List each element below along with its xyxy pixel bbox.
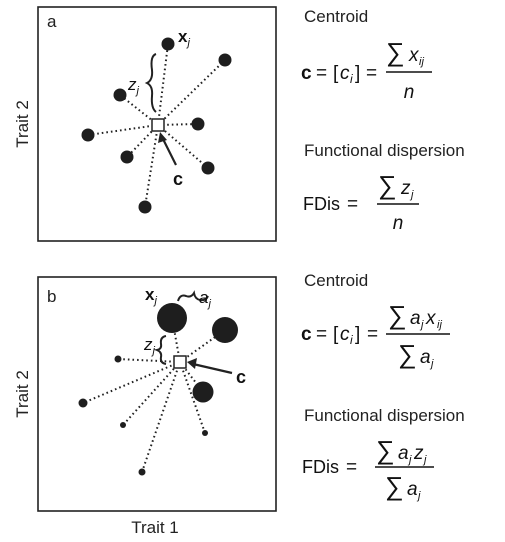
panel-a-y-axis-title: Trait 2 bbox=[13, 100, 32, 148]
svg-text:a: a bbox=[420, 347, 431, 368]
species-point bbox=[161, 37, 175, 51]
svg-text:j: j bbox=[416, 490, 421, 502]
svg-text:z: z bbox=[413, 443, 424, 464]
panel-a-points bbox=[81, 37, 232, 214]
svg-text:∑: ∑ bbox=[385, 471, 404, 501]
centroid-label: c bbox=[236, 367, 246, 387]
species-point bbox=[157, 303, 187, 333]
svg-text:]: ] bbox=[355, 63, 360, 84]
svg-text:z: z bbox=[400, 178, 411, 199]
svg-text:=: = bbox=[316, 63, 327, 84]
species-point bbox=[81, 128, 95, 142]
centroid-arrow bbox=[192, 362, 233, 375]
svg-text:FDis: FDis bbox=[302, 457, 339, 477]
species-point bbox=[138, 468, 146, 476]
svg-text:=: = bbox=[347, 194, 358, 215]
svg-text:j: j bbox=[409, 189, 414, 201]
fdis-heading: Functional dispersion bbox=[304, 141, 465, 160]
svg-text:∑: ∑ bbox=[398, 339, 417, 369]
distance-label: zj bbox=[143, 335, 156, 357]
distance-label: zj bbox=[127, 75, 140, 97]
svg-text:∑: ∑ bbox=[388, 300, 407, 330]
species-point bbox=[201, 161, 215, 175]
panel-b-points bbox=[78, 303, 238, 476]
panel-b-y-axis-title: Trait 2 bbox=[13, 370, 32, 418]
panel-a-frame bbox=[37, 6, 277, 242]
fdis-formula-a: FDis = ∑ z j n bbox=[303, 170, 419, 234]
abundance-brace bbox=[177, 290, 209, 302]
svg-text:∑: ∑ bbox=[378, 170, 397, 200]
species-point bbox=[120, 422, 126, 428]
panel-a: a xj zj c bbox=[37, 6, 277, 242]
svg-text:=: = bbox=[366, 63, 377, 84]
svg-text:c: c bbox=[340, 324, 350, 345]
formulas-a: Centroid c = [ c i ] = ∑ x ij n Function… bbox=[301, 7, 465, 234]
centroid-heading: Centroid bbox=[304, 7, 368, 26]
species-point bbox=[78, 398, 88, 408]
species-point bbox=[191, 117, 205, 131]
svg-text:c: c bbox=[301, 324, 312, 345]
svg-text:a: a bbox=[398, 443, 409, 464]
centroid-formula-b: c = [ c i ] = ∑ a j x ij ∑ a j bbox=[301, 300, 450, 370]
point-label: xj bbox=[145, 285, 157, 307]
svg-text:a: a bbox=[410, 308, 421, 329]
centroid-marker bbox=[151, 118, 165, 132]
species-point bbox=[218, 53, 232, 67]
centroid-arrow bbox=[161, 136, 177, 166]
svg-text:[: [ bbox=[333, 63, 339, 84]
svg-text:j: j bbox=[407, 454, 412, 466]
svg-text:=: = bbox=[367, 324, 378, 345]
svg-text:x: x bbox=[408, 45, 420, 66]
centroid-arrowhead bbox=[187, 358, 197, 369]
svg-text:x: x bbox=[425, 308, 437, 329]
panel-b-frame bbox=[37, 276, 277, 512]
svg-text:j: j bbox=[422, 454, 427, 466]
svg-text:∑: ∑ bbox=[386, 37, 405, 67]
svg-text:j: j bbox=[429, 358, 434, 370]
svg-text:=: = bbox=[316, 324, 327, 345]
panel-a-tag: a bbox=[47, 12, 57, 31]
centroid-formula-a: c = [ c i ] = ∑ x ij n bbox=[301, 37, 432, 103]
abundance-label: aj bbox=[199, 288, 211, 310]
panel-b-tag: b bbox=[47, 287, 56, 306]
svg-text:i: i bbox=[350, 333, 353, 347]
svg-text:ij: ij bbox=[419, 56, 424, 68]
svg-text:j: j bbox=[419, 319, 424, 331]
panel-b: b xj aj zj bbox=[37, 276, 277, 512]
svg-text:=: = bbox=[346, 457, 357, 478]
panel-a-rays bbox=[87, 43, 226, 208]
svg-text:[: [ bbox=[333, 324, 339, 345]
svg-text:c: c bbox=[340, 63, 350, 84]
svg-text:a: a bbox=[407, 479, 418, 500]
species-point bbox=[113, 88, 127, 102]
distance-brace bbox=[153, 335, 167, 365]
x-axis-title: Trait 1 bbox=[131, 518, 179, 537]
svg-text:ij: ij bbox=[437, 319, 442, 331]
centroid-heading: Centroid bbox=[304, 271, 368, 290]
svg-text:]: ] bbox=[355, 324, 360, 345]
svg-text:n: n bbox=[404, 82, 415, 103]
svg-text:FDis: FDis bbox=[303, 194, 340, 214]
svg-text:∑: ∑ bbox=[376, 435, 395, 465]
fdis-heading: Functional dispersion bbox=[304, 406, 465, 425]
distance-brace bbox=[144, 53, 157, 113]
svg-text:i: i bbox=[350, 72, 353, 86]
centroid-label: c bbox=[173, 169, 183, 189]
species-point bbox=[212, 317, 238, 343]
centroid-marker bbox=[173, 355, 187, 369]
svg-text:c: c bbox=[301, 63, 312, 84]
species-point bbox=[202, 430, 208, 436]
species-point bbox=[138, 200, 152, 214]
species-point bbox=[120, 150, 134, 164]
species-point bbox=[114, 355, 122, 363]
svg-text:n: n bbox=[393, 213, 404, 234]
formulas-b: Centroid c = [ c i ] = ∑ a j x ij ∑ a j … bbox=[301, 271, 465, 502]
species-point bbox=[192, 381, 214, 403]
fdis-formula-b: FDis = ∑ a j z j ∑ a j bbox=[302, 435, 434, 502]
point-label: xj bbox=[178, 27, 190, 49]
centroid-arrowhead bbox=[158, 132, 167, 143]
